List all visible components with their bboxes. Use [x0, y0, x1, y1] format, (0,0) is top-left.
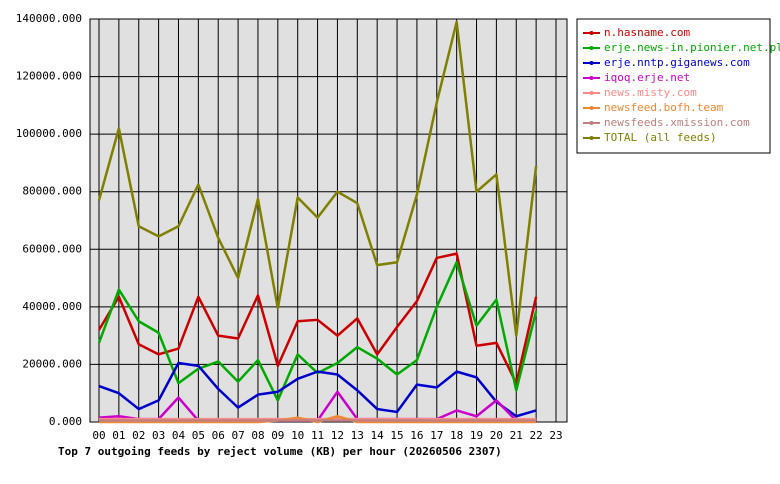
chart-title: Top 7 outgoing feeds by reject volume (K… [58, 445, 502, 458]
legend-label: erje.news-in.pionier.net.pl [604, 41, 780, 54]
series-line [97, 260, 538, 402]
x-tick-label: 16 [410, 429, 423, 442]
x-tick-label: 12 [331, 429, 344, 442]
legend-label: iqoq.erje.net [604, 71, 690, 84]
legend-label: TOTAL (all feeds) [604, 131, 717, 144]
legend-marker [589, 136, 594, 140]
x-tick-label: 14 [371, 429, 385, 442]
x-tick-label: 01 [112, 429, 125, 442]
legend-marker [589, 106, 594, 110]
legend-marker [589, 76, 594, 80]
x-tick-label: 10 [291, 429, 304, 442]
series-line [98, 361, 537, 418]
y-tick-label: 0.000 [49, 415, 82, 428]
x-tick-label: 09 [271, 429, 284, 442]
x-tick-label: 15 [390, 429, 403, 442]
x-tick-label: 13 [351, 429, 364, 442]
y-tick-label: 20000.000 [22, 357, 82, 370]
x-tick-label: 18 [450, 429, 463, 442]
x-tick-label: 17 [430, 429, 443, 442]
x-tick-label: 03 [152, 429, 165, 442]
legend-label: erje.nntp.giganews.com [604, 56, 750, 69]
x-tick-label: 00 [92, 429, 105, 442]
y-tick-label: 100000.000 [16, 127, 82, 140]
x-tick-label: 07 [231, 429, 244, 442]
y-tick-label: 80000.000 [22, 185, 82, 198]
plot-area [89, 18, 568, 423]
x-tick-label: 20 [490, 429, 503, 442]
legend-marker [589, 61, 594, 65]
x-tick-label: 22 [530, 429, 543, 442]
x-tick-label: 21 [510, 429, 523, 442]
x-tick-label: 08 [251, 429, 264, 442]
x-tick-label: 23 [549, 429, 562, 442]
legend-label: newsfeed.bofh.team [604, 101, 724, 114]
x-tick-label: 19 [470, 429, 483, 442]
y-tick-label: 60000.000 [22, 242, 82, 255]
series-line [99, 414, 537, 424]
legend-marker [589, 31, 594, 35]
x-tick-label: 06 [212, 429, 225, 442]
x-tick-label: 11 [311, 429, 324, 442]
legend-marker [589, 46, 594, 50]
x-tick-label: 02 [132, 429, 145, 442]
x-tick-label: 05 [192, 429, 205, 442]
y-tick-label: 140000.000 [16, 12, 82, 25]
x-tick-label: 04 [172, 429, 186, 442]
legend-label: newsfeeds.xmission.com [604, 116, 750, 129]
legend-label: n.hasname.com [604, 26, 690, 39]
legend-box [576, 18, 771, 154]
series-line [97, 20, 538, 337]
y-tick-label: 40000.000 [22, 300, 82, 313]
legend-label: news.misty.com [604, 86, 697, 99]
y-tick-label: 120000.000 [16, 70, 82, 83]
legend-marker [589, 121, 594, 125]
legend-marker [589, 91, 594, 95]
